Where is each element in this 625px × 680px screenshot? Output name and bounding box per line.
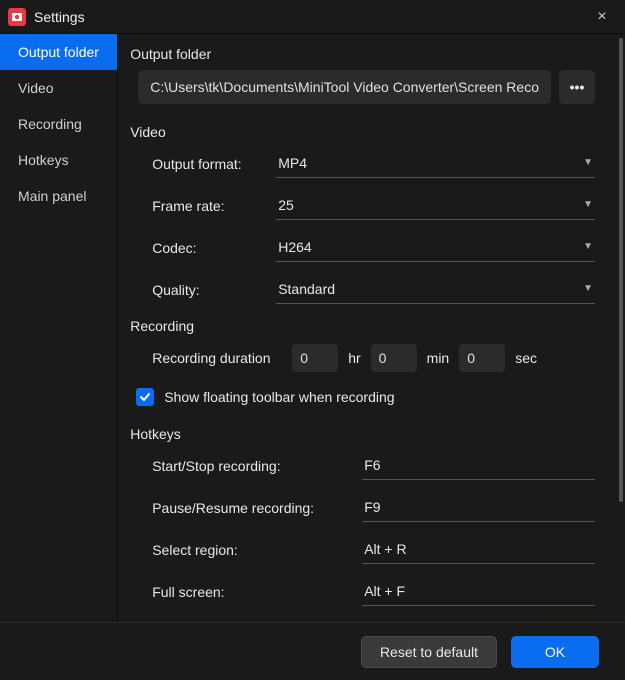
duration-hr-value: 0 bbox=[300, 350, 308, 366]
select-value: MP4 bbox=[278, 155, 307, 171]
quality-select[interactable]: Standard ▼ bbox=[276, 276, 595, 304]
section-output-folder-title: Output folder bbox=[130, 46, 595, 62]
duration-hr-field[interactable]: 0 bbox=[292, 344, 338, 372]
quality-label: Quality: bbox=[152, 282, 276, 298]
settings-window: Settings × Output folder Video Recording… bbox=[0, 0, 625, 680]
output-format-select[interactable]: MP4 ▼ bbox=[276, 150, 595, 178]
sec-unit: sec bbox=[515, 350, 537, 366]
duration-min-value: 0 bbox=[379, 350, 387, 366]
sidebar-item-label: Video bbox=[18, 80, 54, 96]
hotkey-value: F9 bbox=[364, 499, 380, 515]
hotkey-selectregion-field[interactable]: Alt + R bbox=[362, 536, 595, 564]
section-video-title: Video bbox=[130, 124, 595, 140]
hr-unit: hr bbox=[348, 350, 360, 366]
hotkey-startstop-label: Start/Stop recording: bbox=[152, 458, 362, 474]
app-icon bbox=[8, 8, 26, 26]
output-path-field[interactable]: C:\Users\tk\Documents\MiniTool Video Con… bbox=[138, 70, 551, 104]
close-icon: × bbox=[597, 8, 606, 26]
sidebar-item-main-panel[interactable]: Main panel bbox=[0, 178, 117, 214]
sidebar-item-output-folder[interactable]: Output folder bbox=[0, 34, 117, 70]
sidebar: Output folder Video Recording Hotkeys Ma… bbox=[0, 34, 118, 622]
ok-label: OK bbox=[545, 644, 565, 660]
chevron-down-icon: ▼ bbox=[583, 283, 593, 294]
reset-label: Reset to default bbox=[380, 644, 478, 660]
hotkey-pauseresume-field[interactable]: F9 bbox=[362, 494, 595, 522]
window-body: Output folder Video Recording Hotkeys Ma… bbox=[0, 34, 625, 622]
recording-duration-label: Recording duration bbox=[152, 350, 282, 366]
sidebar-item-video[interactable]: Video bbox=[0, 70, 117, 106]
duration-sec-field[interactable]: 0 bbox=[459, 344, 505, 372]
browse-button[interactable]: ••• bbox=[559, 70, 595, 104]
codec-label: Codec: bbox=[152, 240, 276, 256]
duration-sec-value: 0 bbox=[467, 350, 475, 366]
scrollbar[interactable] bbox=[617, 34, 625, 622]
ellipsis-icon: ••• bbox=[570, 79, 585, 95]
content-wrap: Output folder C:\Users\tk\Documents\Mini… bbox=[118, 34, 625, 622]
section-hotkeys-title: Hotkeys bbox=[130, 426, 595, 442]
reset-button[interactable]: Reset to default bbox=[361, 636, 497, 668]
output-path-value: C:\Users\tk\Documents\MiniTool Video Con… bbox=[150, 79, 539, 95]
frame-rate-label: Frame rate: bbox=[152, 198, 276, 214]
ok-button[interactable]: OK bbox=[511, 636, 599, 668]
show-toolbar-checkbox[interactable] bbox=[136, 388, 154, 406]
footer: Reset to default OK bbox=[0, 622, 625, 680]
scrollbar-thumb[interactable] bbox=[619, 38, 623, 502]
hotkey-value: F6 bbox=[364, 457, 380, 473]
codec-select[interactable]: H264 ▼ bbox=[276, 234, 595, 262]
hotkey-selectregion-label: Select region: bbox=[152, 542, 362, 558]
hotkey-pauseresume-label: Pause/Resume recording: bbox=[152, 500, 362, 516]
sidebar-item-recording[interactable]: Recording bbox=[0, 106, 117, 142]
section-main-panel-title: Main panel bbox=[130, 620, 595, 622]
select-value: Standard bbox=[278, 281, 335, 297]
titlebar: Settings × bbox=[0, 0, 625, 34]
select-value: H264 bbox=[278, 239, 311, 255]
sidebar-item-label: Hotkeys bbox=[18, 152, 69, 168]
hotkey-value: Alt + F bbox=[364, 583, 405, 599]
sidebar-item-label: Recording bbox=[18, 116, 82, 132]
chevron-down-icon: ▼ bbox=[583, 241, 593, 252]
hotkey-fullscreen-field[interactable]: Alt + F bbox=[362, 578, 595, 606]
sidebar-item-label: Output folder bbox=[18, 44, 99, 60]
frame-rate-select[interactable]: 25 ▼ bbox=[276, 192, 595, 220]
sidebar-item-label: Main panel bbox=[18, 188, 87, 204]
output-format-label: Output format: bbox=[152, 156, 276, 172]
section-recording-title: Recording bbox=[130, 318, 595, 334]
sidebar-item-hotkeys[interactable]: Hotkeys bbox=[0, 142, 117, 178]
check-icon bbox=[139, 391, 151, 403]
duration-min-field[interactable]: 0 bbox=[371, 344, 417, 372]
min-unit: min bbox=[427, 350, 450, 366]
show-toolbar-label: Show floating toolbar when recording bbox=[164, 389, 394, 405]
hotkey-value: Alt + R bbox=[364, 541, 406, 557]
select-value: 25 bbox=[278, 197, 294, 213]
hotkey-fullscreen-label: Full screen: bbox=[152, 584, 362, 600]
window-title: Settings bbox=[34, 9, 85, 25]
content: Output folder C:\Users\tk\Documents\Mini… bbox=[118, 34, 617, 622]
chevron-down-icon: ▼ bbox=[583, 199, 593, 210]
hotkey-startstop-field[interactable]: F6 bbox=[362, 452, 595, 480]
close-button[interactable]: × bbox=[579, 0, 625, 34]
chevron-down-icon: ▼ bbox=[583, 157, 593, 168]
